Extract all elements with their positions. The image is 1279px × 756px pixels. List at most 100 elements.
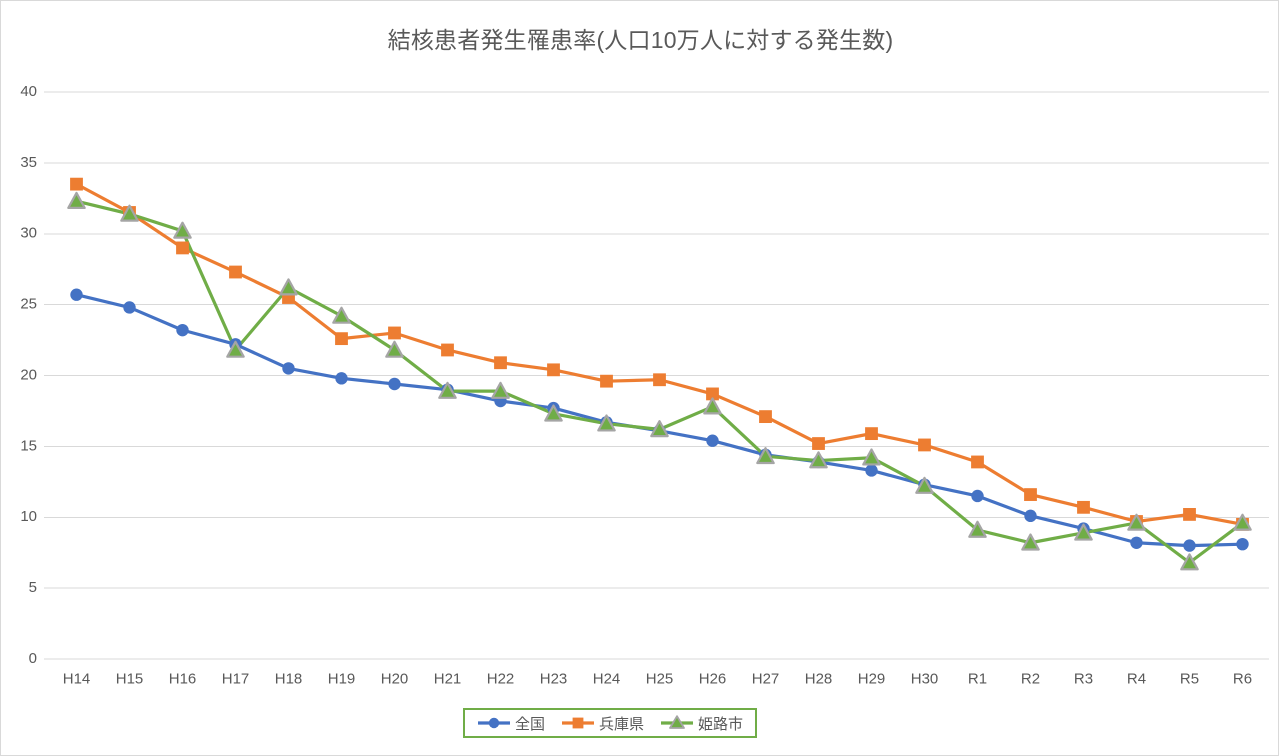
x-axis-tick-label: H20 (381, 670, 409, 687)
data-point-marker (441, 343, 454, 357)
data-point-marker (759, 410, 772, 424)
x-axis-tick-label: R2 (1021, 670, 1040, 687)
x-axis-tick-label: H28 (805, 670, 833, 687)
x-axis-tick-label: H16 (169, 670, 197, 687)
data-point-marker (1024, 488, 1037, 501)
data-point-marker (706, 387, 719, 401)
chart-legend: 全国 兵庫県 姫路市 (463, 708, 758, 738)
x-axis-tick-label: H25 (646, 670, 674, 687)
y-axis-tick-label: 0 (29, 650, 37, 667)
x-axis-tick-label: R1 (968, 670, 987, 687)
data-point-marker (282, 362, 295, 375)
data-point-marker (703, 397, 722, 415)
data-point-marker (865, 427, 878, 441)
x-axis-tick-label: H19 (328, 670, 356, 687)
data-point-marker (335, 332, 348, 346)
data-point-marker (1024, 509, 1037, 523)
x-axis-tick-label: H21 (434, 670, 462, 687)
y-axis-labels-group: 0 5 10 15 20 25 30 35 40 (20, 83, 37, 667)
legend-marker-icon (661, 715, 694, 729)
x-axis-tick-label: H14 (63, 670, 91, 687)
y-axis-tick-label: 35 (20, 154, 37, 171)
y-axis-tick-label: 15 (20, 437, 37, 454)
data-point-marker (653, 373, 666, 387)
legend-item-3[interactable]: 姫路市 (660, 713, 743, 734)
data-point-marker (438, 381, 457, 399)
data-point-marker (756, 446, 775, 465)
data-point-marker (279, 278, 298, 296)
data-point-marker (812, 437, 825, 450)
data-point-marker (123, 301, 136, 314)
x-axis-tick-label: H24 (593, 670, 621, 687)
data-point-marker (388, 377, 401, 391)
x-axis-tick-label: H17 (222, 670, 250, 687)
data-point-marker (865, 464, 878, 477)
data-point-marker (70, 177, 83, 191)
data-point-marker (1127, 513, 1146, 531)
data-point-marker (918, 438, 931, 452)
data-point-marker (70, 288, 83, 301)
x-axis-tick-label: H18 (275, 670, 303, 687)
data-point-marker (862, 448, 881, 466)
gridlines-group (50, 91, 1269, 660)
data-point-marker (1130, 536, 1143, 549)
x-axis-tick-label: R3 (1074, 670, 1093, 687)
data-point-marker (971, 455, 984, 469)
legend-marker-icon (478, 717, 510, 729)
data-point-marker (650, 420, 669, 438)
legend-item-2[interactable]: 兵庫県 (561, 713, 644, 734)
x-axis-tick-label: H29 (858, 670, 886, 687)
data-point-marker (597, 414, 616, 432)
x-axis-tick-label: H23 (540, 670, 568, 687)
data-point-marker (706, 434, 719, 447)
x-axis-tick-label: H30 (911, 670, 939, 687)
y-axis-tick-label: 40 (20, 83, 37, 100)
data-point-marker (600, 374, 613, 388)
data-point-marker (173, 221, 192, 239)
legend-item-label: 兵庫県 (599, 715, 645, 733)
y-axis-tick-label: 10 (20, 508, 37, 525)
data-point-marker (176, 241, 189, 255)
legend-item-label: 全国 (515, 715, 546, 733)
y-axis-tick-label: 25 (20, 296, 37, 313)
data-point-marker (332, 306, 351, 324)
data-point-marker (1180, 553, 1199, 571)
series-line-square (74, 182, 1245, 526)
y-tick-marks-group (44, 91, 50, 660)
x-axis-tick-label: H22 (487, 670, 515, 687)
x-axis-labels-group: H14 H15 H16 H17 H18 H19 H20 H21 H22 H23 H24 H25 H26 H… (63, 670, 1252, 687)
x-axis-tick-label: H26 (699, 670, 727, 687)
data-point-marker (1077, 500, 1090, 514)
x-axis-tick-label: H15 (116, 670, 144, 687)
x-axis-tick-label: R5 (1180, 670, 1199, 687)
data-point-marker (120, 204, 139, 222)
data-point-marker (335, 372, 348, 385)
data-point-marker (385, 340, 404, 358)
x-axis-tick-label: H27 (752, 670, 780, 687)
legend-marker-icon (562, 717, 595, 729)
data-point-marker (67, 191, 86, 209)
series-markers-group (67, 177, 1252, 571)
data-point-marker (176, 323, 189, 337)
data-point-marker (544, 404, 563, 422)
y-axis-tick-label: 30 (20, 225, 37, 242)
data-point-marker (1183, 539, 1196, 552)
legend-item-label: 姫路市 (698, 715, 744, 733)
data-point-marker (809, 451, 828, 469)
data-point-marker (1021, 533, 1040, 551)
x-axis-tick-label: R4 (1127, 670, 1146, 687)
data-point-marker (1233, 513, 1252, 531)
data-point-marker (388, 326, 401, 340)
data-point-marker (226, 340, 245, 358)
x-axis-tick-label: R6 (1233, 670, 1252, 687)
y-axis-tick-label: 5 (29, 579, 37, 596)
legend-item-1[interactable]: 全国 (477, 713, 545, 734)
data-point-marker (1074, 523, 1093, 541)
data-point-marker (1236, 537, 1249, 551)
data-point-marker (494, 356, 507, 370)
data-point-marker (971, 489, 984, 503)
data-point-marker (229, 265, 242, 279)
data-point-marker (547, 363, 560, 377)
